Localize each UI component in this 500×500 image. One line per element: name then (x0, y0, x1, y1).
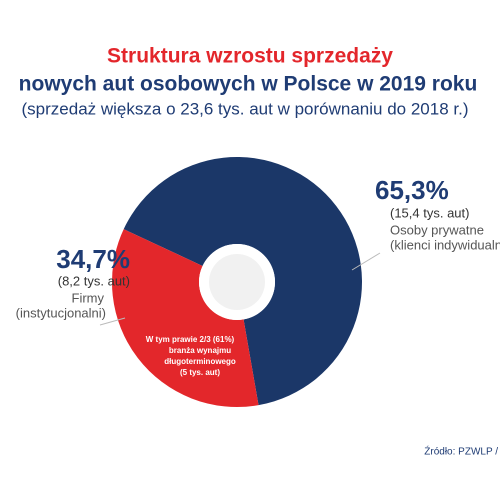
count-label: (15,4 tys. aut) (390, 205, 469, 220)
source: Źródło: PZWLP / (424, 445, 498, 458)
donut (111, 157, 362, 408)
value-label: 65,3% (375, 175, 449, 205)
value-label: 34,7% (56, 244, 130, 274)
chart-note: (sprzedaż większa o 23,6 tys. aut w poró… (22, 99, 469, 118)
annotation: W tym prawie 2/3 (61%) branża wynajmu dł… (146, 335, 236, 377)
slice (123, 157, 362, 406)
category-note: (instytucjonalni) (16, 305, 106, 320)
category-label: Osoby prywatne (390, 222, 484, 237)
category-label: Firmy (72, 290, 105, 305)
category-note: (klienci indywidualni) (390, 237, 500, 252)
leader-line (351, 252, 381, 271)
annotation-line: długoterminowego (164, 357, 236, 366)
annotation-line: branża wynajmu (169, 346, 231, 355)
chart-subtitle: nowych aut osobowych w Polsce w 2019 rok… (19, 73, 478, 96)
annotation-line: W tym prawie 2/3 (61%) (146, 335, 235, 344)
slice (111, 229, 259, 408)
center-decoration (209, 254, 265, 310)
annotation-line: (5 tys. aut) (180, 368, 220, 377)
count-label: (8,2 tys. aut) (58, 273, 130, 288)
chart-title: Struktura wzrostu sprzedaży (107, 45, 393, 68)
leader-line (99, 317, 126, 326)
